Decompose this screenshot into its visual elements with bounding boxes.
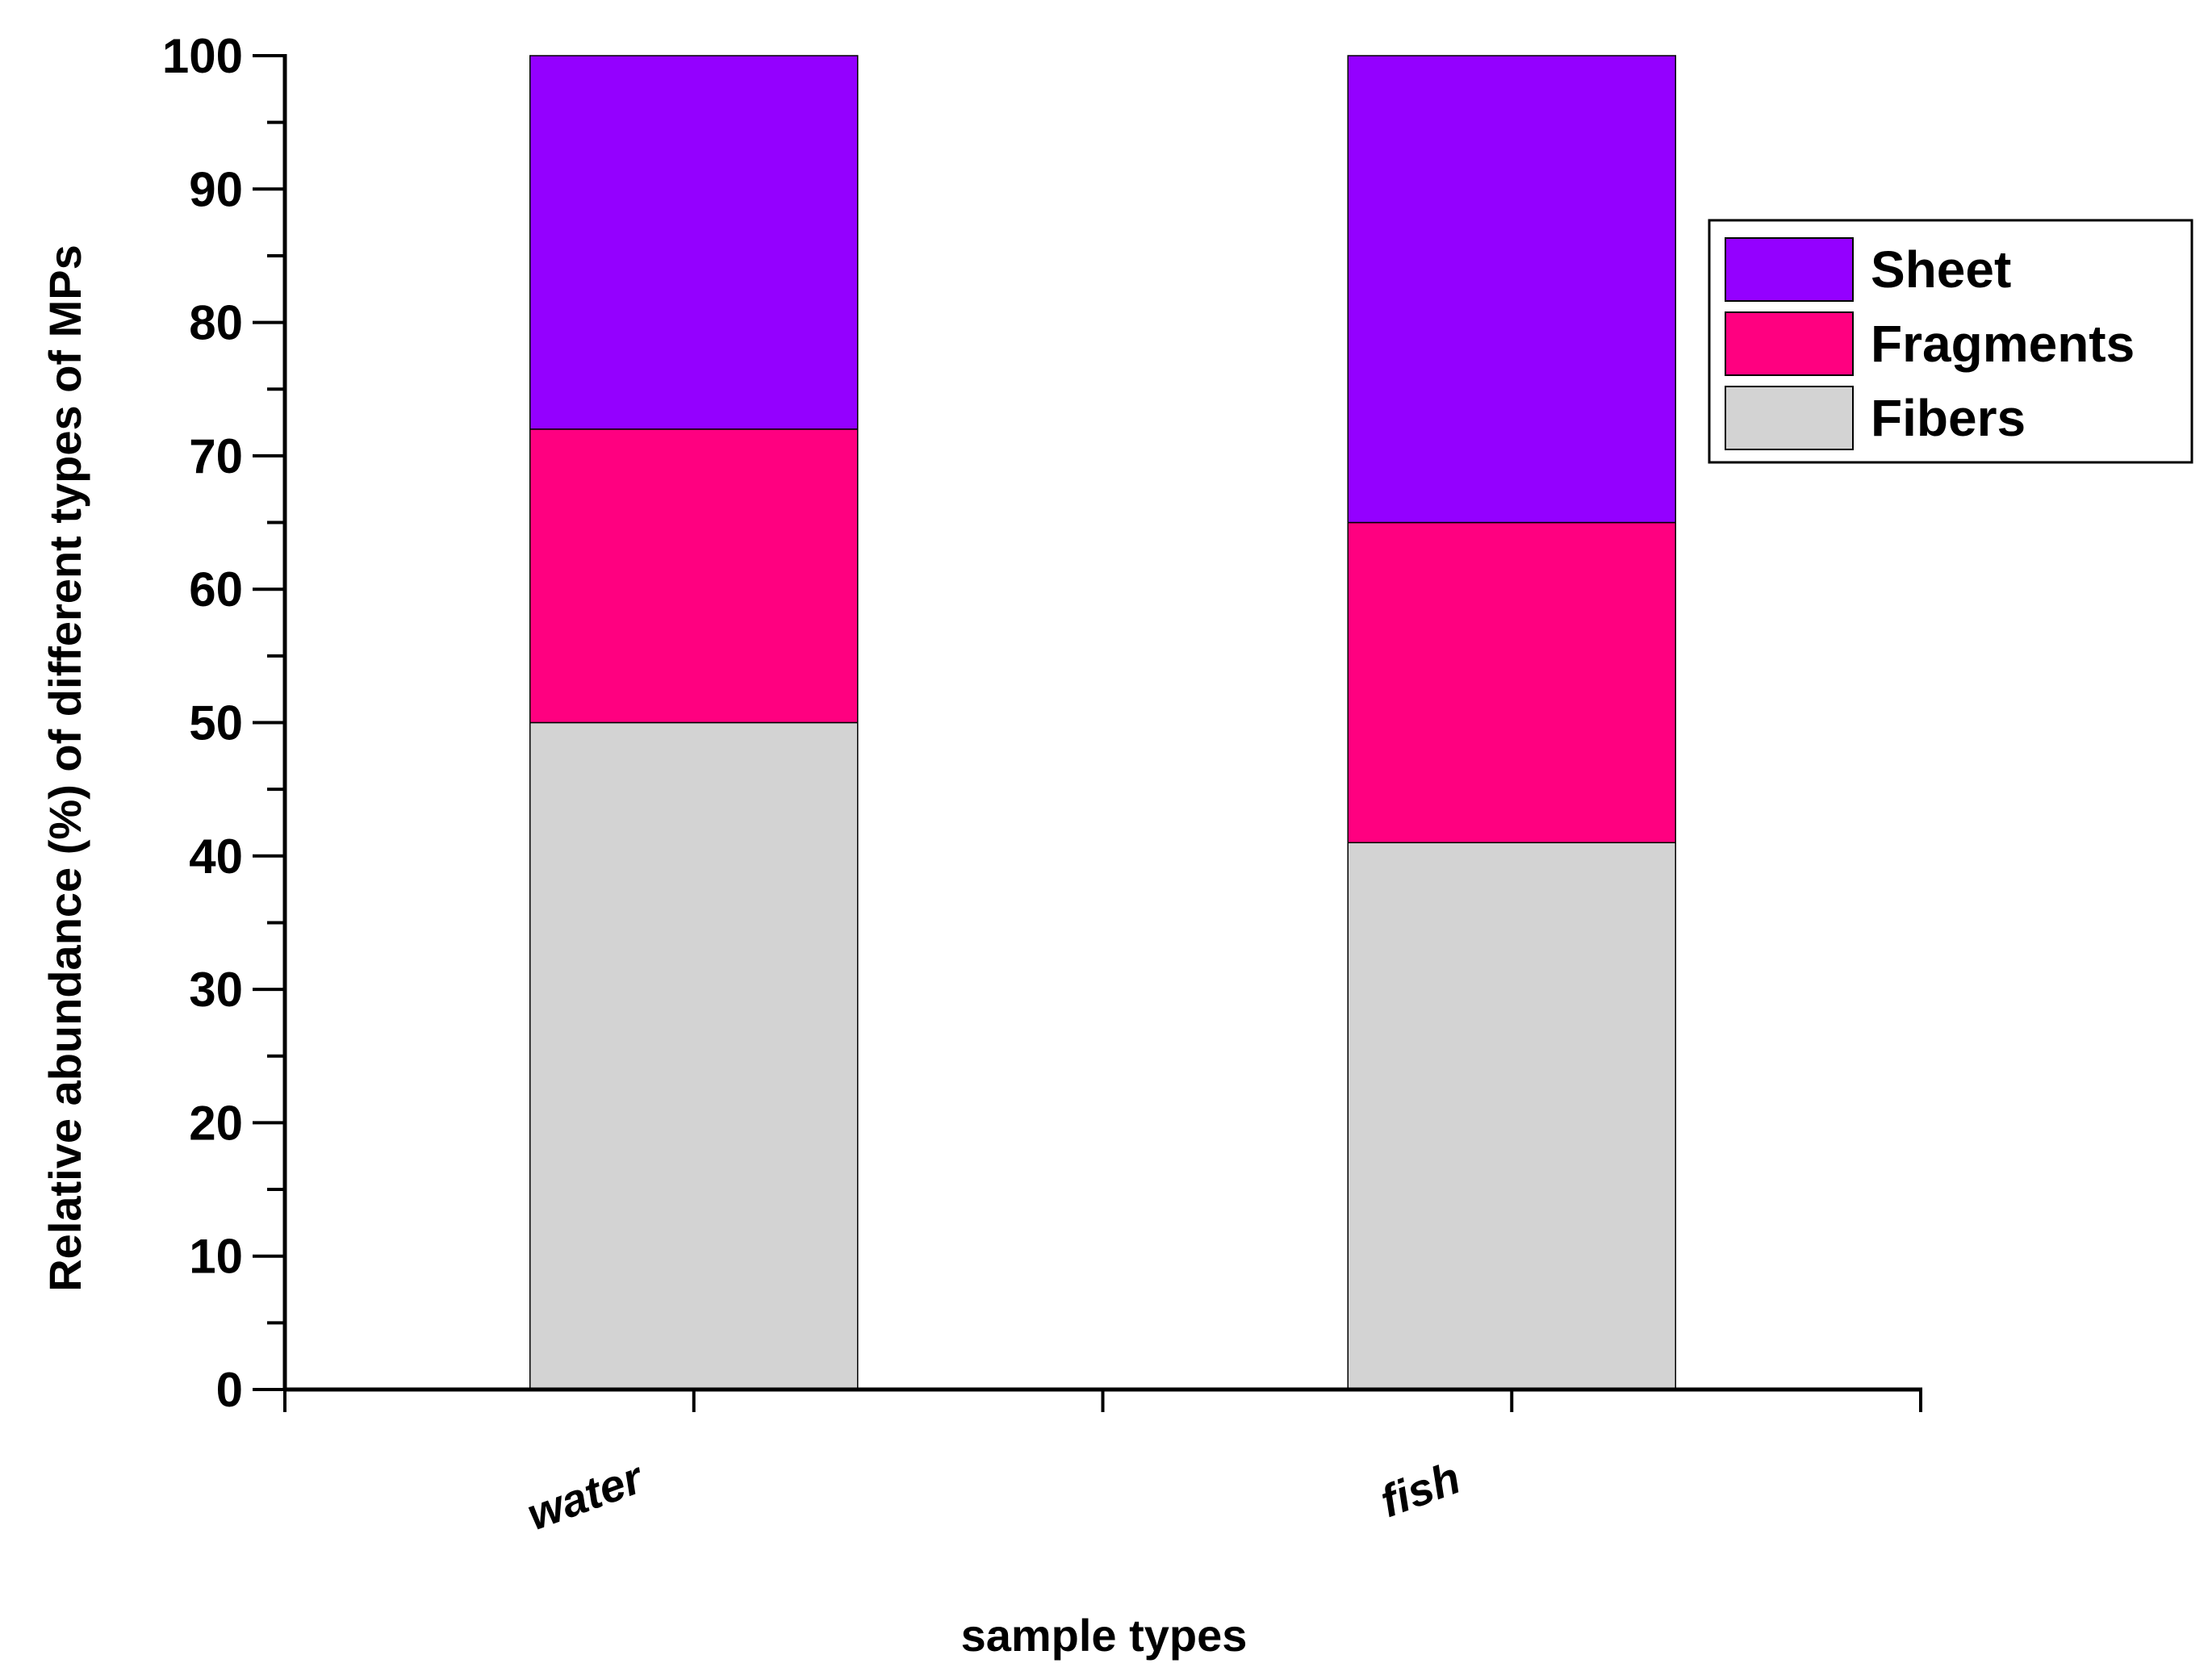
legend: Sheet Fragments Fibers <box>1708 219 2193 464</box>
y-tick-label: 50 <box>189 696 243 750</box>
legend-swatch-fragments <box>1725 311 1854 376</box>
axes-group <box>282 54 1922 1392</box>
y-tick-label: 60 <box>189 562 243 616</box>
bar-fragments-water <box>529 428 859 724</box>
y-axis-title: Relative abundance (%) of different type… <box>40 244 90 1292</box>
y-tick-label: 30 <box>189 963 243 1017</box>
y-tick-label: 0 <box>216 1363 243 1417</box>
legend-swatch-sheet <box>1725 237 1854 302</box>
bar-fragments-fish <box>1347 521 1676 844</box>
legend-label-fragments: Fragments <box>1871 315 2135 373</box>
bar-fibers-water <box>529 721 859 1390</box>
y-tick-label: 70 <box>189 429 243 483</box>
x-axis-title: sample types <box>961 1610 1248 1661</box>
y-ticks-group: 0 10 20 30 40 50 60 70 80 90 100 <box>162 29 285 1417</box>
y-tick-label: 90 <box>189 162 243 216</box>
bar-fibers-fish <box>1347 842 1676 1390</box>
y-tick-label: 40 <box>189 830 243 884</box>
legend-label-sheet: Sheet <box>1871 240 2011 299</box>
legend-label-fibers: Fibers <box>1871 389 2026 447</box>
x-category-label: fish <box>1374 1452 1466 1527</box>
y-tick-label: 10 <box>189 1230 243 1284</box>
legend-swatch-fibers <box>1725 386 1854 450</box>
bars-group <box>529 55 1676 1390</box>
x-category-label: water <box>521 1451 651 1540</box>
bar-sheet-water <box>529 55 859 430</box>
bar-sheet-fish <box>1347 55 1676 524</box>
y-tick-label: 80 <box>189 296 243 350</box>
y-tick-label: 100 <box>162 29 243 83</box>
y-tick-label: 20 <box>189 1096 243 1150</box>
x-ticks-group: water fish <box>283 1390 1922 1540</box>
